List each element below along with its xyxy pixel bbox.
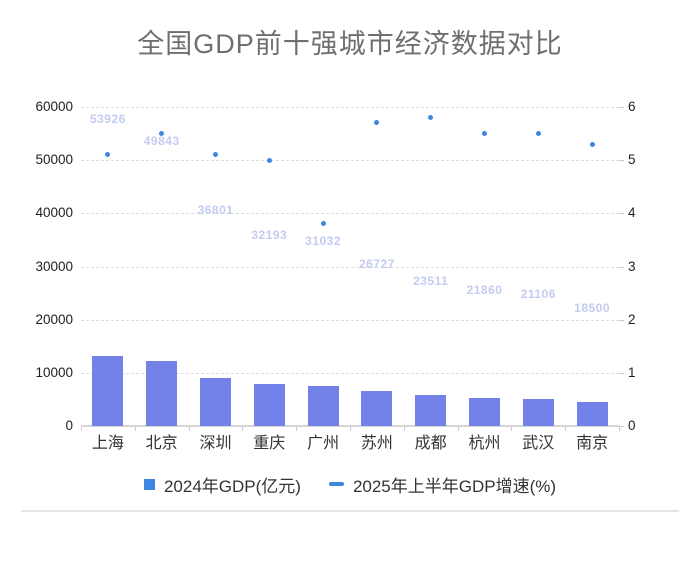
- legend-label-gdp: 2024年GDP(亿元): [163, 476, 301, 496]
- x-axis-label: 北京: [145, 435, 178, 452]
- gdp-bar[interactable]: [415, 395, 447, 426]
- gdp-bar[interactable]: [576, 401, 608, 426]
- x-axis-tick: [403, 427, 405, 431]
- y-axis-tick-label-left: 60000: [35, 99, 73, 114]
- gdp-bar[interactable]: [522, 398, 554, 426]
- gridline: [81, 213, 619, 215]
- legend-item-gdp[interactable]: 2024年GDP(亿元): [143, 472, 301, 497]
- y-axis-tick-label-left: 40000: [35, 205, 73, 221]
- x-axis-tick: [134, 427, 136, 431]
- y-axis-tick-label-right: 3: [628, 258, 636, 274]
- gdp-bar[interactable]: [92, 355, 124, 426]
- bar-value-label: 21860: [466, 282, 503, 297]
- growth-dot[interactable]: [159, 131, 165, 137]
- x-axis-label: 武汉: [522, 435, 555, 452]
- x-axis-tick: [511, 427, 513, 431]
- y-axis-tick-right: [619, 372, 624, 374]
- growth-dot[interactable]: [213, 152, 218, 158]
- x-axis-tick: [457, 427, 459, 431]
- y-axis-tick-right: [619, 426, 624, 427]
- bar-value-label: 23511: [413, 273, 449, 288]
- y-axis-tick-label-right: 0: [628, 418, 636, 433]
- growth-dot[interactable]: [589, 141, 595, 147]
- growth-dot[interactable]: [374, 120, 380, 126]
- x-axis-label: 重庆: [253, 435, 286, 452]
- gridline: [81, 319, 619, 321]
- growth-dot[interactable]: [266, 157, 272, 163]
- y-axis-tick-right: [619, 266, 624, 268]
- legend-square-icon: [143, 478, 155, 490]
- growth-dot[interactable]: [482, 131, 487, 137]
- growth-dot[interactable]: [535, 131, 541, 137]
- y-axis-tick-right: [619, 319, 624, 321]
- growth-dot[interactable]: [105, 152, 111, 158]
- chart-title: 全国GDP前十强城市经济数据对比: [137, 29, 563, 59]
- x-axis-tick: [619, 427, 620, 431]
- x-axis-label: 广州: [307, 435, 340, 452]
- x-axis-label: 杭州: [468, 435, 501, 452]
- x-axis-tick: [188, 427, 190, 431]
- x-axis-tick: [350, 427, 351, 431]
- legend-dash-icon: [328, 482, 344, 486]
- bar-value-label: 26727: [358, 256, 395, 271]
- y-axis-tick-label-left: 50000: [35, 152, 73, 168]
- x-axis-tick: [81, 427, 82, 431]
- gridline: [81, 372, 619, 374]
- y-axis-tick-right: [619, 107, 624, 108]
- y-axis-tick-label-left: 30000: [35, 258, 73, 274]
- y-axis-tick-label-left: 20000: [35, 311, 73, 327]
- y-axis-tick-right: [619, 160, 624, 162]
- y-axis-tick-label-left: 0: [65, 418, 73, 433]
- gdp-bar[interactable]: [361, 391, 393, 426]
- x-axis-label: 苏州: [360, 435, 393, 452]
- growth-dot[interactable]: [428, 115, 434, 121]
- y-axis-tick-right: [619, 213, 624, 215]
- gdp-bar[interactable]: [146, 361, 178, 426]
- bottom-divider: [21, 510, 679, 512]
- y-axis-tick-label-right: 2: [628, 311, 636, 327]
- gdp-bar[interactable]: [200, 378, 231, 426]
- gridline: [81, 107, 619, 108]
- bar-value-label: 36801: [197, 203, 234, 218]
- x-axis-tick: [242, 427, 244, 431]
- chart-legend: 2024年GDP(亿元) 2025年上半年GDP增速(%): [0, 468, 700, 500]
- gdp-bar[interactable]: [469, 397, 500, 426]
- bar-value-label: 32193: [251, 227, 288, 242]
- bar-value-label: 21106: [520, 286, 556, 301]
- gridline: [81, 160, 619, 162]
- gdp-bar[interactable]: [307, 385, 339, 426]
- y-axis-tick-label-right: 4: [628, 205, 636, 221]
- gridline: [81, 266, 619, 268]
- y-axis-tick-label-right: 6: [628, 99, 636, 114]
- bar-value-label: 18500: [574, 300, 611, 315]
- legend-label-growth: 2025年上半年GDP增速(%): [352, 476, 557, 496]
- x-axis-tick: [296, 427, 298, 431]
- x-axis-line: [81, 425, 619, 427]
- legend-item-growth[interactable]: 2025年上半年GDP增速(%): [328, 472, 557, 497]
- x-axis-label: 深圳: [199, 435, 232, 452]
- y-axis-tick-label-right: 1: [628, 364, 636, 380]
- x-axis-label: 成都: [414, 435, 447, 452]
- y-axis-tick-label-left: 10000: [35, 364, 73, 380]
- bar-value-label: 49843: [143, 134, 180, 148]
- gdp-bar[interactable]: [253, 384, 285, 426]
- x-axis-label: 南京: [576, 435, 609, 452]
- bar-value-label: 31032: [305, 234, 342, 248]
- growth-dot[interactable]: [320, 221, 326, 227]
- y-axis-tick-label-right: 5: [628, 152, 636, 168]
- x-axis-tick: [565, 427, 567, 431]
- x-axis-label: 上海: [91, 435, 124, 452]
- bar-value-label: 53926: [89, 112, 126, 127]
